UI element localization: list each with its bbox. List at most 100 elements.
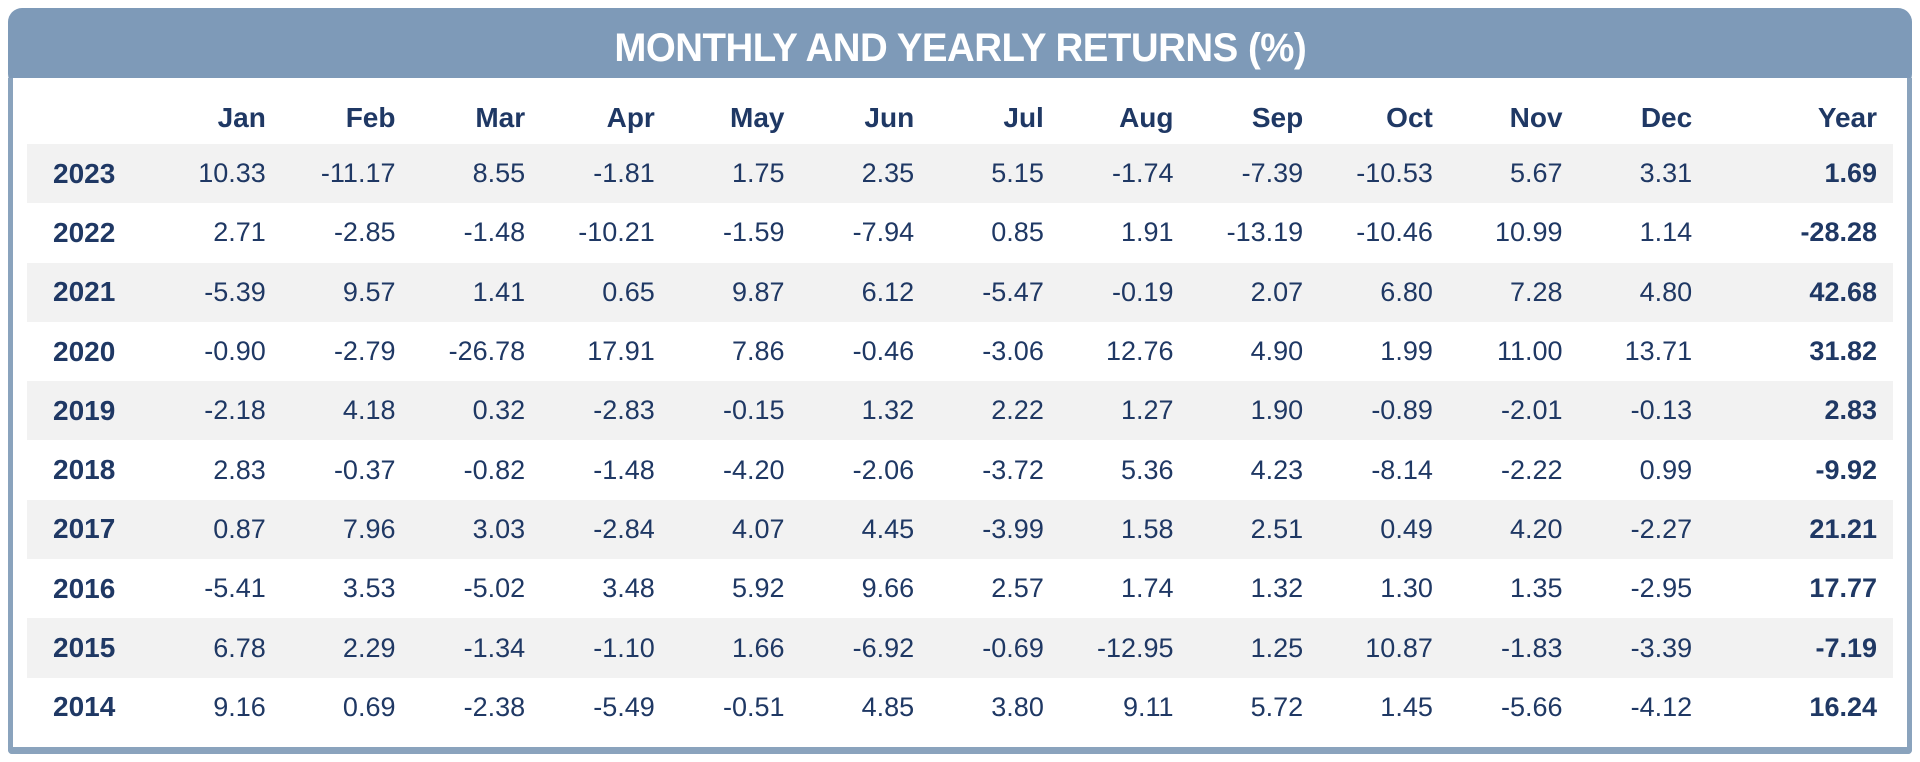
value-cell: 2.71	[213, 217, 266, 248]
value-cell: -1.83	[1500, 632, 1563, 663]
column-header-month: Sep	[1251, 102, 1304, 133]
value-cell: 9.11	[1122, 691, 1174, 722]
column-header-month: Jul	[1003, 102, 1044, 133]
value-cell: 0.99	[1639, 454, 1693, 485]
year-cell: 2022	[53, 216, 116, 248]
value-cell: -12.95	[1096, 632, 1174, 663]
value-cell: -1.74	[1111, 158, 1174, 189]
value-cell: 1.14	[1639, 217, 1693, 248]
value-cell: 10.87	[1365, 632, 1433, 663]
value-cell: 1.35	[1509, 573, 1563, 604]
value-cell: -3.06	[982, 336, 1044, 367]
table-row: 2014 9.16 0.69 -2.38 -5.49 -0.51 4.85 3.80 9.11 5…	[27, 678, 1893, 737]
table-row: 2018 2.83 -0.37 -0.82 -1.48 -4.20 -2.06 -3.72 5.…	[27, 440, 1893, 499]
value-cell: -5.47	[982, 276, 1044, 307]
value-cell: -1.48	[463, 217, 526, 248]
corner-cell	[27, 92, 150, 144]
monthly-returns-table: Jan Feb Mar Apr May Jun Jul Aug Sep Oct Nov Dec Year…	[27, 92, 1893, 737]
year-cell: 2018	[53, 454, 116, 486]
value-cell: -3.72	[982, 454, 1044, 485]
value-cell: 1.32	[1250, 573, 1304, 604]
value-cell: 1.75	[731, 158, 785, 189]
value-cell: 7.96	[342, 513, 396, 544]
value-cell: -2.38	[463, 691, 526, 722]
value-cell: -0.15	[722, 395, 785, 426]
value-cell: 2.57	[991, 573, 1044, 604]
value-cell: -1.48	[593, 454, 655, 485]
value-cell: -2.84	[593, 513, 655, 544]
value-cell: 1.66	[731, 632, 785, 663]
value-cell: 2.35	[861, 158, 915, 189]
value-cell: 1.27	[1120, 395, 1174, 426]
page-title: MONTHLY AND YEARLY RETURNS (%)	[614, 25, 1306, 70]
value-cell: -1.81	[593, 158, 655, 189]
value-cell: 5.67	[1509, 158, 1563, 189]
value-cell: 1.41	[472, 276, 526, 307]
year-cell: 2020	[53, 335, 116, 367]
value-cell: -2.06	[852, 454, 915, 485]
column-header-year: Year	[1817, 102, 1877, 133]
value-cell: 3.03	[472, 513, 526, 544]
value-cell: 0.49	[1380, 513, 1433, 544]
year-total-cell: 17.77	[1809, 573, 1877, 604]
year-total-cell: 31.82	[1809, 336, 1877, 367]
year-total-cell: 1.69	[1824, 158, 1877, 189]
value-cell: 2.29	[342, 632, 396, 663]
value-cell: -0.37	[333, 454, 396, 485]
value-cell: -2.27	[1630, 513, 1693, 544]
value-cell: -4.12	[1630, 691, 1693, 722]
value-cell: -10.46	[1356, 217, 1433, 248]
value-cell: 1.91	[1120, 217, 1174, 248]
value-cell: -1.34	[463, 632, 526, 663]
value-cell: 1.90	[1250, 395, 1304, 426]
value-cell: 2.07	[1250, 276, 1304, 307]
value-cell: 1.74	[1120, 573, 1174, 604]
value-cell: 10.33	[198, 158, 266, 189]
value-cell: -2.95	[1630, 573, 1693, 604]
value-cell: 1.30	[1380, 573, 1433, 604]
year-cell: 2015	[53, 632, 116, 664]
value-cell: 5.15	[991, 158, 1044, 189]
value-cell: 11.00	[1496, 336, 1563, 367]
value-cell: -2.85	[333, 217, 396, 248]
column-header-month: Apr	[606, 102, 655, 133]
value-cell: 1.58	[1120, 513, 1174, 544]
table-row: 2019 -2.18 4.18 0.32 -2.83 -0.15 1.32 2.22 1.27 1…	[27, 381, 1893, 441]
table-row: 2021 -5.39 9.57 1.41 0.65 9.87 6.12 -5.47 -0.19 2…	[27, 262, 1893, 322]
value-cell: -2.18	[204, 395, 266, 426]
column-header-month: Oct	[1386, 102, 1433, 133]
value-cell: 4.18	[342, 395, 396, 426]
value-cell: -1.10	[593, 632, 655, 663]
value-cell: -2.83	[593, 395, 655, 426]
table-row: 2022 2.71 -2.85 -1.48 -10.21 -1.59 -7.94 0.85 1.…	[27, 203, 1893, 262]
value-cell: 6.12	[861, 276, 915, 307]
year-total-cell: 42.68	[1809, 276, 1877, 307]
column-header-month: May	[730, 102, 785, 133]
value-cell: 1.45	[1380, 691, 1433, 722]
year-cell: 2014	[53, 691, 116, 723]
year-cell: 2019	[53, 394, 116, 426]
value-cell: 9.57	[342, 276, 396, 307]
column-header-month: Aug	[1119, 102, 1174, 133]
value-cell: -0.82	[463, 454, 526, 485]
year-total-cell: -28.28	[1800, 217, 1877, 248]
table-title-bar: MONTHLY AND YEARLY RETURNS (%)	[8, 8, 1912, 88]
value-cell: 3.53	[342, 573, 396, 604]
value-cell: 0.65	[602, 276, 655, 307]
value-cell: 2.51	[1250, 513, 1304, 544]
value-cell: 9.87	[731, 276, 785, 307]
value-cell: -8.14	[1371, 454, 1433, 485]
value-cell: -0.13	[1630, 395, 1693, 426]
value-cell: 9.16	[213, 691, 266, 722]
value-cell: 0.32	[472, 395, 526, 426]
value-cell: 4.45	[861, 513, 915, 544]
table-row: 2016 -5.41 3.53 -5.02 3.48 5.92 9.66 2.57 1.74 1.…	[27, 559, 1893, 618]
value-cell: -0.51	[722, 691, 785, 722]
returns-card: MONTHLY AND YEARLY RETURNS (%) Jan Feb Mar…	[8, 8, 1912, 754]
value-cell: -0.90	[204, 336, 266, 367]
column-header-month: Dec	[1640, 102, 1693, 133]
value-cell: 6.80	[1380, 276, 1433, 307]
value-cell: -5.41	[204, 573, 266, 604]
value-cell: -5.02	[463, 573, 526, 604]
value-cell: 12.76	[1105, 336, 1174, 367]
